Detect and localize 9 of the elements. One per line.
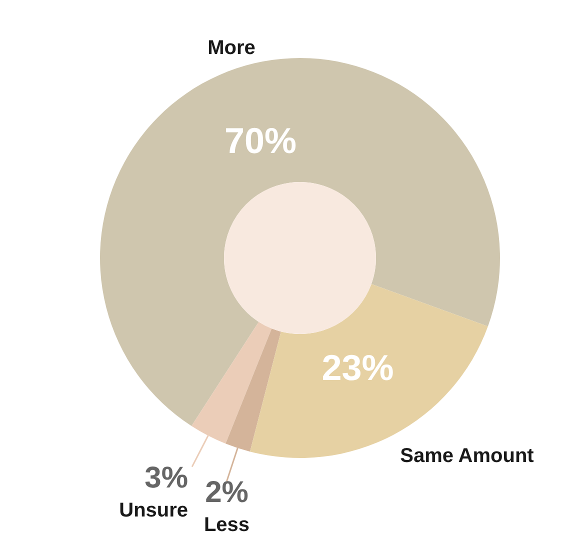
data-label: 23% bbox=[322, 347, 394, 388]
data-label: 70% bbox=[224, 120, 297, 161]
data-label: 2% bbox=[205, 476, 248, 510]
slice-label: More bbox=[208, 37, 256, 60]
donut-slice bbox=[100, 58, 500, 426]
slice-label: Unsure bbox=[119, 499, 188, 522]
data-label: 3% bbox=[144, 462, 188, 495]
slice-label: Less bbox=[204, 514, 250, 536]
slice-label: Same Amount bbox=[400, 444, 534, 467]
